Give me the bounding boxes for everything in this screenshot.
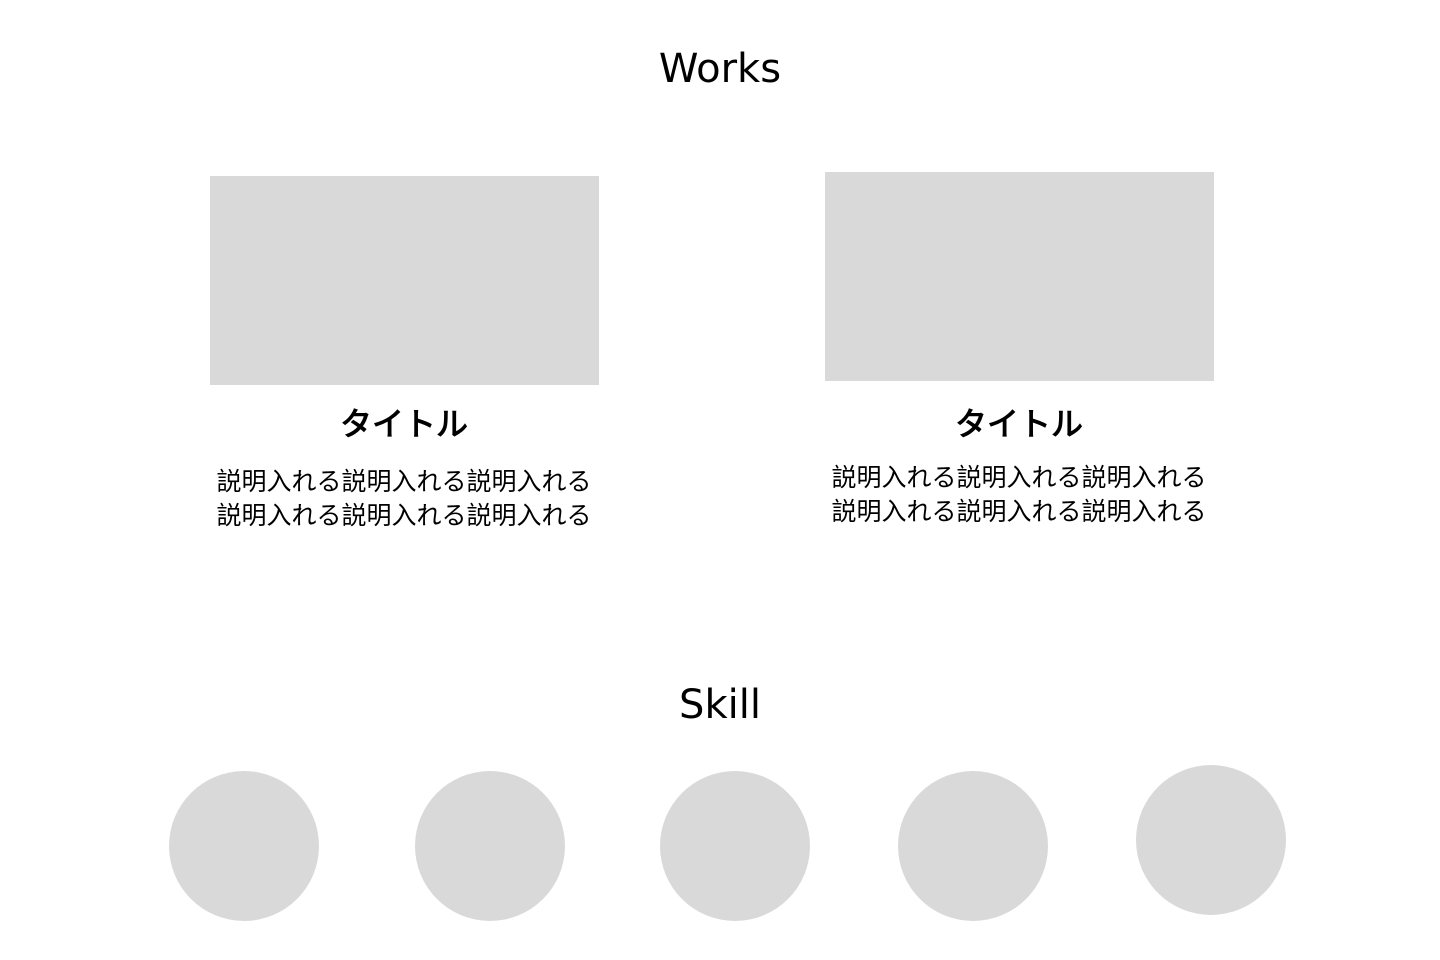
skill-icon-placeholder xyxy=(169,771,319,921)
work-description-line: 説明入れる説明入れる説明入れる xyxy=(831,497,1207,526)
skill-icon-placeholder xyxy=(660,771,810,921)
work-thumbnail-placeholder[interactable] xyxy=(210,176,599,385)
skill-icon-placeholder xyxy=(415,771,565,921)
skill-heading: Skill xyxy=(679,682,761,728)
work-description: 説明入れる説明入れる説明入れる 説明入れる説明入れる説明入れる xyxy=(799,461,1239,529)
work-description-line: 説明入れる説明入れる説明入れる xyxy=(216,501,592,530)
work-title: タイトル xyxy=(954,405,1083,443)
work-description-line: 説明入れる説明入れる説明入れる xyxy=(216,467,592,496)
work-description: 説明入れる説明入れる説明入れる 説明入れる説明入れる説明入れる xyxy=(184,465,624,533)
work-thumbnail-placeholder[interactable] xyxy=(825,172,1214,381)
skill-icon-placeholder xyxy=(1136,765,1286,915)
works-heading: Works xyxy=(658,46,782,92)
work-description-line: 説明入れる説明入れる説明入れる xyxy=(831,463,1207,492)
skill-icon-placeholder xyxy=(898,771,1048,921)
work-title: タイトル xyxy=(339,405,468,443)
